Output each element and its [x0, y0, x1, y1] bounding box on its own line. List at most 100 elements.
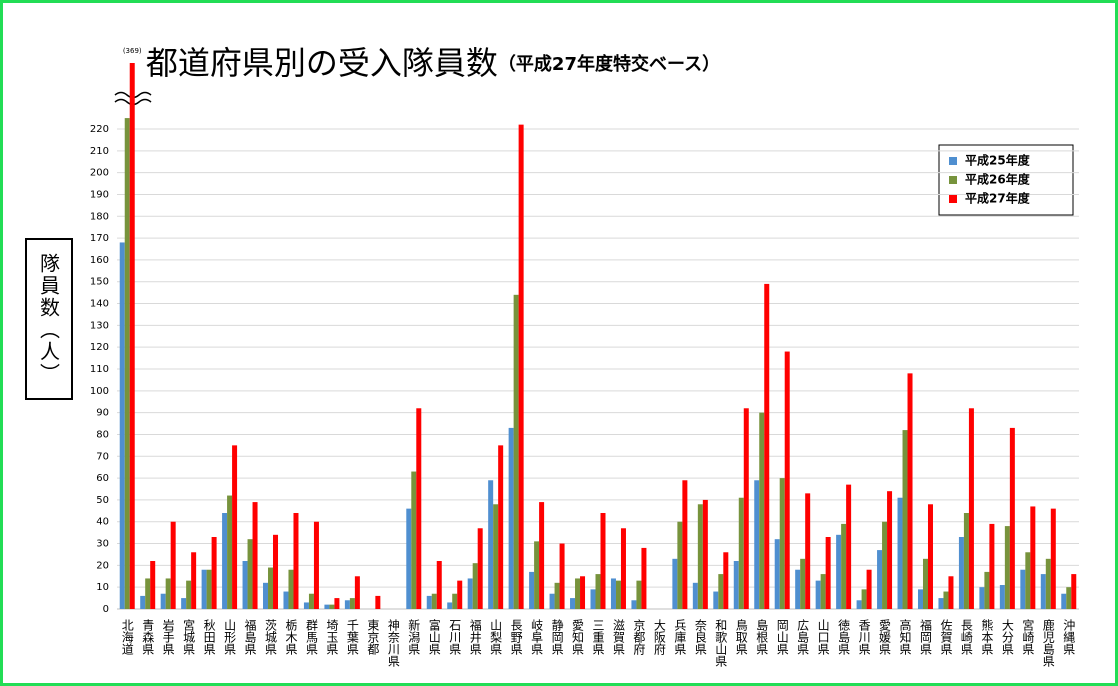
bar	[145, 578, 151, 609]
legend-swatch	[949, 195, 957, 203]
bar	[477, 528, 483, 609]
bar	[825, 537, 831, 609]
x-tick-label: 静岡県	[550, 619, 564, 655]
y-tick-label: 160	[90, 255, 109, 266]
bar	[150, 561, 156, 609]
bar	[641, 547, 647, 609]
bar	[861, 589, 867, 609]
bar	[181, 598, 187, 609]
bar	[498, 445, 504, 609]
y-tick-label: 70	[96, 451, 109, 462]
bar	[554, 582, 560, 609]
bar	[375, 595, 381, 609]
x-tick-label: 新潟県	[407, 618, 421, 655]
x-tick-label: 北海道	[120, 619, 134, 655]
y-tick-label: 10	[96, 582, 109, 593]
title: 都道府県別の受入隊員数	[146, 44, 498, 82]
x-tick-label: 山梨県	[489, 619, 503, 655]
bar	[518, 124, 524, 610]
bar	[774, 539, 780, 609]
legend-label: 平成27年度	[965, 191, 1031, 206]
bar	[324, 604, 330, 609]
bar	[263, 582, 269, 609]
bar	[406, 508, 412, 609]
bar	[927, 504, 933, 609]
bar	[682, 480, 688, 609]
x-tick-label: 鹿児島県	[1041, 618, 1055, 667]
bar	[273, 534, 279, 609]
bar	[764, 283, 770, 609]
bar	[436, 561, 442, 609]
y-tick-label: 170	[90, 233, 109, 244]
bar	[1045, 558, 1051, 609]
bar	[1071, 574, 1077, 609]
bar	[1030, 506, 1036, 609]
y-tick-label: 220	[90, 124, 109, 135]
bar	[702, 499, 708, 609]
x-tick-label: 山口県	[816, 619, 830, 655]
y-tick-label: 100	[90, 386, 109, 397]
x-tick-label: 千葉県	[345, 619, 359, 655]
bar	[303, 602, 309, 609]
x-tick-label: 長野県	[509, 619, 523, 655]
x-tick-label: 徳島県	[837, 618, 851, 655]
bar	[784, 351, 790, 609]
bar	[907, 373, 913, 609]
bar	[227, 495, 233, 609]
bar	[800, 558, 806, 609]
bar	[447, 602, 453, 609]
bar	[1050, 508, 1056, 609]
y-tick-label: 210	[90, 146, 109, 157]
y-tick-label: 130	[90, 320, 109, 331]
bar	[472, 563, 478, 609]
bar	[354, 576, 360, 609]
bar	[411, 471, 417, 609]
bar	[1009, 427, 1015, 609]
bar	[902, 430, 908, 609]
bar	[570, 598, 576, 609]
bar	[580, 576, 586, 609]
bar	[252, 502, 258, 609]
x-tick-label: 青森県	[141, 619, 155, 655]
y-tick-label: 90	[96, 408, 109, 419]
bar	[452, 593, 458, 609]
x-tick-label: 福岡県	[918, 618, 932, 655]
y-tick-label: 110	[90, 364, 109, 375]
bar	[140, 595, 146, 609]
bar	[999, 585, 1005, 609]
bar	[232, 445, 238, 609]
bar	[529, 571, 535, 609]
bar	[938, 598, 944, 609]
bar	[595, 574, 601, 609]
x-tick-label: 愛媛県	[878, 619, 892, 655]
bar	[165, 578, 171, 609]
y-tick-label: 200	[90, 168, 109, 179]
x-tick-label: 神奈川県	[386, 619, 400, 667]
bar	[958, 537, 964, 609]
bar	[672, 558, 678, 609]
bar	[247, 539, 253, 609]
bar	[877, 550, 883, 609]
bar	[508, 427, 514, 609]
bar	[211, 537, 217, 609]
bar	[815, 580, 821, 609]
x-tick-label: 岡山県	[775, 619, 789, 655]
bar	[349, 598, 355, 609]
bar	[493, 504, 499, 609]
x-tick-label: 奈良県	[693, 619, 707, 655]
bar	[615, 580, 621, 609]
bar	[943, 591, 949, 609]
bar	[191, 552, 197, 609]
bar	[329, 604, 335, 609]
x-tick-label: 埼玉県	[325, 619, 339, 655]
bar	[713, 591, 719, 609]
bar	[836, 534, 842, 609]
x-tick-label: 茨城県	[264, 619, 278, 655]
bar	[600, 513, 606, 609]
bar	[922, 558, 928, 609]
legend-label: 平成26年度	[965, 172, 1031, 187]
bar	[620, 528, 626, 609]
x-tick-label: 栃木県	[284, 619, 298, 655]
bar	[897, 497, 903, 609]
